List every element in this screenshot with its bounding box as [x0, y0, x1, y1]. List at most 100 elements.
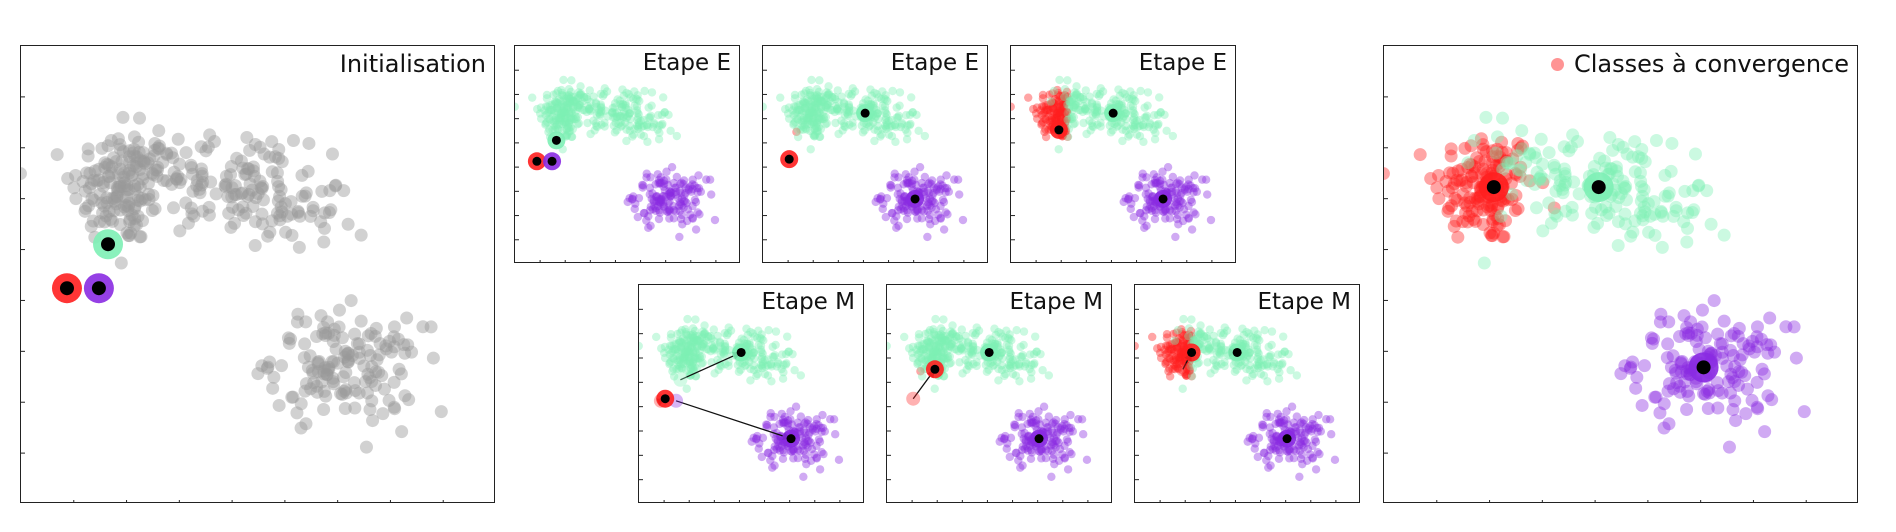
data-point [1691, 179, 1705, 193]
data-point [625, 126, 635, 135]
data-point [1211, 338, 1221, 348]
data-point [905, 344, 914, 353]
data-point [1308, 419, 1317, 429]
data-point [1080, 104, 1090, 114]
data-point [554, 99, 563, 108]
data-point [324, 203, 338, 217]
data-point [812, 454, 821, 463]
data-point [273, 213, 287, 227]
data-point [639, 181, 648, 190]
data-point [1058, 422, 1067, 431]
data-point [656, 196, 666, 205]
data-point [746, 327, 755, 337]
data-point [815, 76, 824, 85]
data-point [133, 194, 147, 208]
data-point [649, 196, 658, 205]
data-point [809, 450, 819, 459]
data-point [1476, 218, 1490, 232]
data-point [1090, 105, 1100, 115]
data-point [1054, 108, 1063, 117]
data-point [246, 199, 260, 213]
data-point [128, 182, 142, 196]
data-point [1001, 369, 1010, 379]
data-point [130, 150, 144, 164]
data-point [1661, 189, 1675, 203]
data-point [812, 85, 822, 94]
data-point [299, 186, 313, 200]
data-point [778, 415, 788, 424]
data-point [1296, 428, 1306, 438]
data-point [110, 189, 124, 203]
data-point [1058, 102, 1067, 111]
data-point [136, 172, 150, 186]
data-point [179, 146, 193, 160]
data-point [995, 437, 1004, 446]
data-point [1131, 96, 1140, 106]
data-point [596, 108, 606, 117]
data-point [647, 194, 656, 204]
data-point [1267, 340, 1276, 350]
data-point [808, 117, 818, 127]
data-point [221, 190, 235, 204]
data-point [704, 345, 713, 354]
data-point [541, 119, 551, 128]
data-point [130, 156, 144, 170]
data-point [1549, 167, 1563, 181]
data-point [903, 178, 913, 187]
data-point [564, 127, 574, 136]
data-point [789, 454, 798, 463]
data-point [702, 345, 711, 354]
data-point [929, 346, 939, 355]
data-point [872, 89, 881, 99]
data-point [1750, 340, 1764, 354]
data-point [1490, 219, 1504, 233]
data-point [194, 162, 208, 176]
data-point [803, 419, 812, 429]
data-point [1486, 212, 1500, 226]
data-point [622, 88, 631, 98]
panel-initialisation: Initialisation [20, 45, 495, 503]
data-point [117, 200, 131, 214]
data-point [745, 357, 754, 366]
data-point [799, 98, 809, 107]
data-point [107, 194, 121, 208]
data-point [630, 125, 639, 134]
data-point [944, 334, 953, 344]
data-point [583, 101, 593, 111]
data-point [535, 109, 545, 118]
data-point [817, 427, 826, 437]
data-point [1273, 364, 1282, 374]
data-point [1245, 348, 1254, 358]
data-point [804, 436, 814, 446]
data-point [1065, 448, 1074, 457]
data-point [890, 173, 899, 182]
data-point [1548, 161, 1562, 175]
data-point [1289, 445, 1299, 454]
data-point [694, 184, 704, 193]
data-point [123, 215, 137, 229]
data-point [114, 256, 128, 270]
data-point [809, 132, 819, 141]
data-point [834, 105, 844, 114]
data-point [899, 180, 908, 189]
data-point [958, 337, 967, 346]
data-point [842, 108, 851, 117]
data-point [1450, 173, 1464, 187]
data-point [1088, 110, 1098, 120]
data-point [1018, 412, 1027, 422]
data-point [784, 347, 793, 357]
panel-etape-m-1: Etape M [638, 284, 864, 503]
data-point [927, 203, 936, 212]
data-point [567, 76, 576, 85]
data-point [818, 423, 828, 433]
data-point [943, 354, 953, 363]
data-point [930, 335, 940, 345]
data-point [682, 366, 691, 375]
data-point [688, 184, 697, 194]
data-point [662, 167, 671, 176]
data-point [686, 340, 695, 349]
data-point [21, 167, 27, 181]
data-point [1300, 436, 1310, 446]
data-point [1142, 173, 1151, 182]
data-point [688, 214, 697, 223]
